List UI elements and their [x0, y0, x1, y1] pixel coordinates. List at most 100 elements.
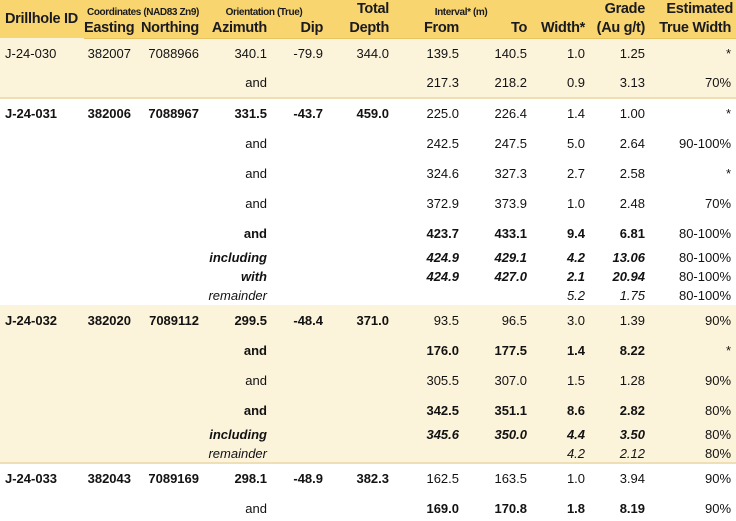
cell-width: 2.1: [530, 267, 589, 286]
cell-drillhole-id: [0, 128, 84, 158]
cell-width: 1.0: [530, 38, 589, 68]
cell-grade: 2.82: [588, 395, 649, 425]
table-row: and 372.9 373.9 1.0 2.48 70%: [0, 188, 736, 218]
cell-total-depth: [326, 365, 393, 395]
cell-from: 225.0: [392, 98, 463, 128]
cell-width: 5.0: [530, 128, 589, 158]
cell-northing: [134, 425, 202, 444]
cell-easting: 382043: [84, 463, 134, 493]
cell-grade: 2.64: [588, 128, 649, 158]
cell-drillhole-id: [0, 68, 84, 99]
table-row: and 169.0 170.8 1.8 8.19 90%: [0, 493, 736, 521]
cell-grade: 3.94: [588, 463, 649, 493]
table-row: and 324.6 327.3 2.7 2.58 *: [0, 158, 736, 188]
cell-dip: [270, 425, 327, 444]
cell-dip: [270, 335, 327, 365]
cell-drillhole-id: [0, 218, 84, 248]
cell-total-depth: 382.3: [326, 463, 393, 493]
header-row-groups: Drillhole ID Coordinates (NAD83 Zn9) Ori…: [0, 0, 736, 38]
cell-total-depth: [326, 335, 393, 365]
cell-easting: [84, 68, 134, 99]
cell-true-width: 80-100%: [648, 286, 736, 305]
cell-dip: [270, 286, 327, 305]
cell-true-width: *: [648, 158, 736, 188]
cell-from: 162.5: [392, 463, 463, 493]
cell-azimuth: and: [202, 493, 270, 521]
cell-to: 177.5: [462, 335, 531, 365]
cell-total-depth: [326, 425, 393, 444]
cell-easting: [84, 248, 134, 267]
cell-northing: [134, 158, 202, 188]
cell-northing: [134, 188, 202, 218]
col-header-drillhole-id: Drillhole ID: [0, 0, 84, 38]
cell-true-width: 80%: [648, 395, 736, 425]
table-row: and 242.5 247.5 5.0 2.64 90-100%: [0, 128, 736, 158]
cell-from: 169.0: [392, 493, 463, 521]
cell-true-width: 80-100%: [648, 267, 736, 286]
cell-to: 96.5: [462, 305, 531, 335]
cell-from: 93.5: [392, 305, 463, 335]
cell-easting: [84, 493, 134, 521]
cell-grade: 8.19: [588, 493, 649, 521]
cell-drillhole-id: J-24-032: [0, 305, 84, 335]
table-row: with 424.9 427.0 2.1 20.94 80-100%: [0, 267, 736, 286]
cell-to: 226.4: [462, 98, 531, 128]
table-row: and 423.7 433.1 9.4 6.81 80-100%: [0, 218, 736, 248]
cell-northing: [134, 493, 202, 521]
cell-drillhole-id: [0, 188, 84, 218]
cell-easting: [84, 188, 134, 218]
table-row: J-24-032 382020 7089112 299.5 -48.4 371.0 93.5…: [0, 305, 736, 335]
cell-true-width: 90%: [648, 463, 736, 493]
col-group-coordinates: Coordinates (NAD83 Zn9): [84, 0, 202, 18]
cell-grade: 8.22: [588, 335, 649, 365]
cell-from: 424.9: [392, 267, 463, 286]
table-row: and 217.3 218.2 0.9 3.13 70%: [0, 68, 736, 99]
table-row: and 176.0 177.5 1.4 8.22 *: [0, 335, 736, 365]
cell-azimuth: with: [202, 267, 270, 286]
table-body: J-24-030 382007 7088966 340.1 -79.9 344.0 139.…: [0, 38, 736, 521]
cell-width: 0.9: [530, 68, 589, 99]
cell-true-width: 90-100%: [648, 128, 736, 158]
cell-grade: 1.28: [588, 365, 649, 395]
cell-to: 170.8: [462, 493, 531, 521]
cell-easting: [84, 128, 134, 158]
cell-easting: 382020: [84, 305, 134, 335]
cell-to: 427.0: [462, 267, 531, 286]
cell-dip: -79.9: [270, 38, 327, 68]
cell-grade: 1.75: [588, 286, 649, 305]
cell-width: 4.2: [530, 444, 589, 464]
header-spacer: [530, 0, 589, 18]
cell-drillhole-id: [0, 248, 84, 267]
cell-northing: [134, 248, 202, 267]
cell-grade: 1.39: [588, 305, 649, 335]
col-header-to: To: [462, 18, 531, 39]
cell-total-depth: 344.0: [326, 38, 393, 68]
cell-northing: [134, 68, 202, 99]
cell-to: 433.1: [462, 218, 531, 248]
table-row: remainder 4.2 2.12 80%: [0, 444, 736, 464]
cell-northing: 7089112: [134, 305, 202, 335]
table-row: and 305.5 307.0 1.5 1.28 90%: [0, 365, 736, 395]
cell-total-depth: [326, 267, 393, 286]
cell-azimuth: including: [202, 248, 270, 267]
cell-northing: 7088967: [134, 98, 202, 128]
cell-drillhole-id: [0, 444, 84, 464]
cell-from: 217.3: [392, 68, 463, 99]
cell-width: 1.0: [530, 463, 589, 493]
cell-dip: [270, 68, 327, 99]
cell-width: 4.4: [530, 425, 589, 444]
cell-width: 2.7: [530, 158, 589, 188]
col-header-grade: Grade: [588, 0, 649, 18]
cell-to: [462, 444, 531, 464]
cell-azimuth: 299.5: [202, 305, 270, 335]
cell-northing: [134, 286, 202, 305]
col-header-easting: Easting: [84, 18, 134, 39]
cell-easting: [84, 158, 134, 188]
cell-true-width: *: [648, 38, 736, 68]
cell-azimuth: 331.5: [202, 98, 270, 128]
cell-true-width: 90%: [648, 493, 736, 521]
cell-from: 242.5: [392, 128, 463, 158]
cell-width: 1.4: [530, 98, 589, 128]
cell-from: 139.5: [392, 38, 463, 68]
